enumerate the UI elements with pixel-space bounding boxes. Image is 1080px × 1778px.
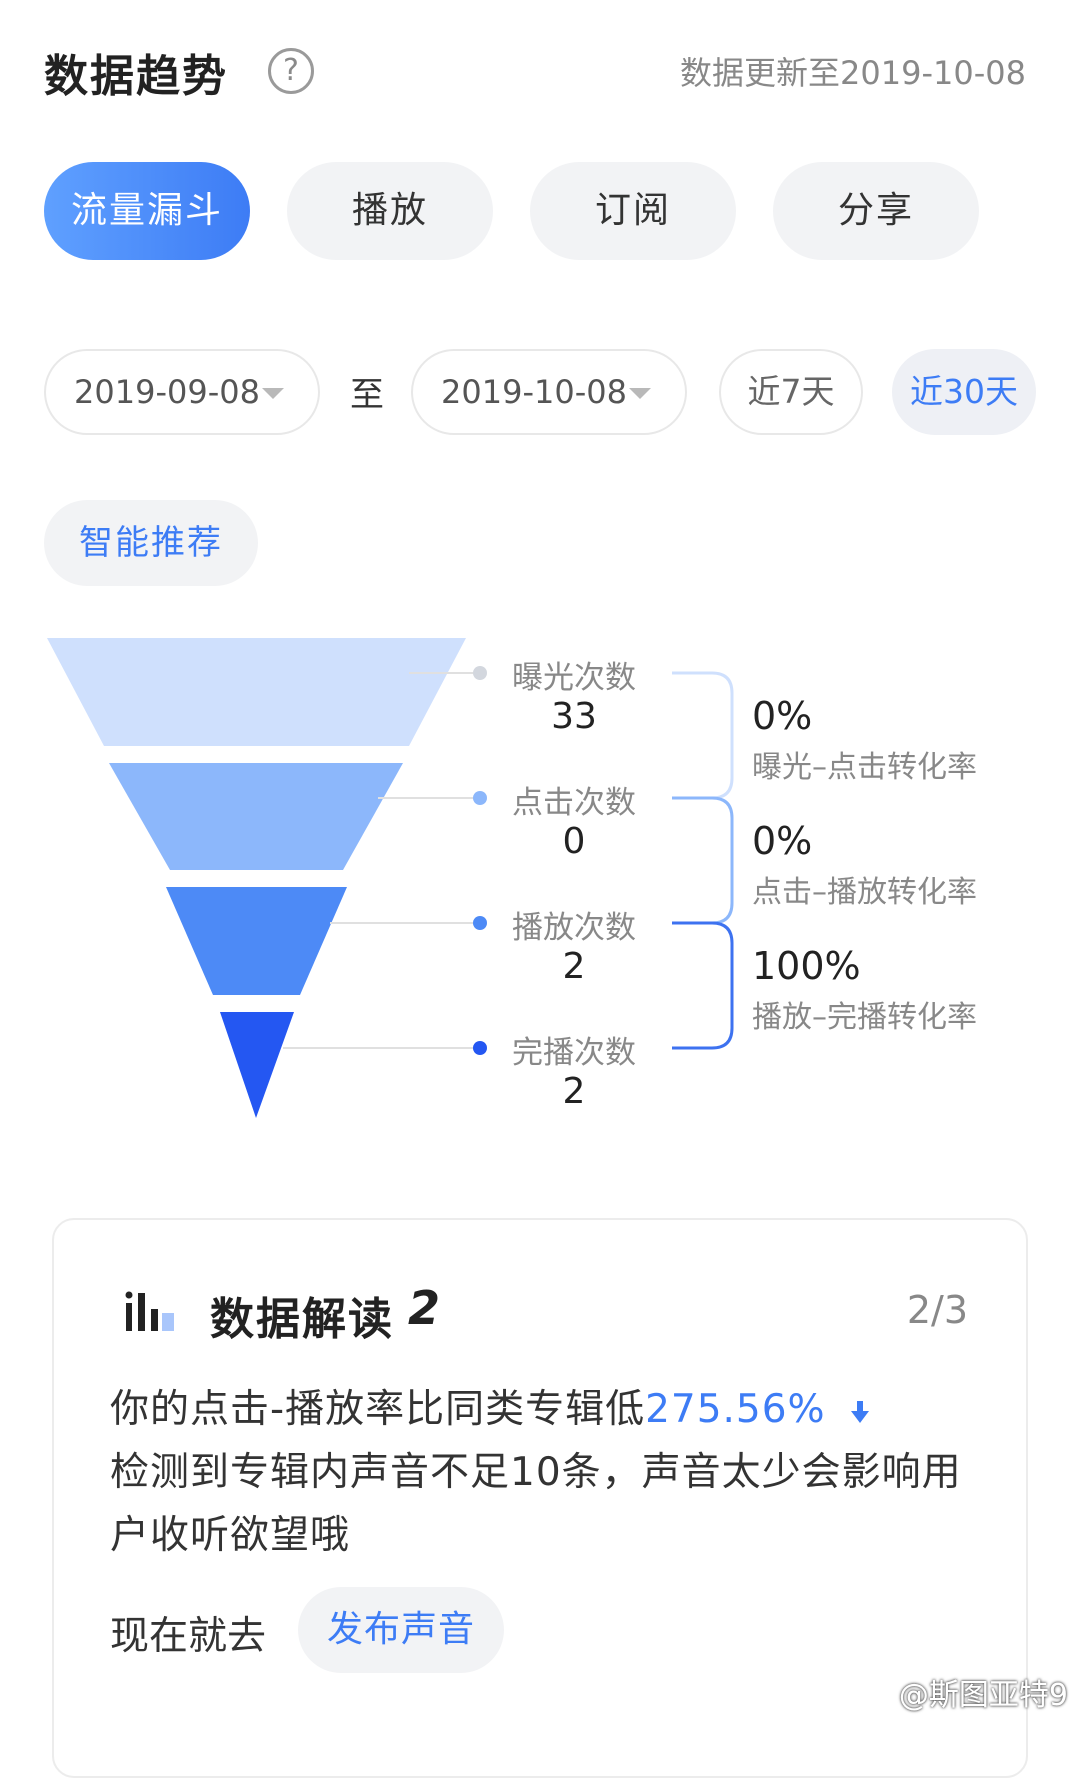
rate-bracket-3 — [672, 921, 734, 1050]
stage-value-play: 2 — [562, 946, 586, 987]
update-timestamp: 数据更新至2019-10-08 — [680, 54, 1026, 92]
rate-value-click-play: 0% — [752, 819, 813, 863]
bar-chart-icon — [125, 1291, 174, 1331]
chevron-down-icon — [262, 388, 284, 399]
last-7-days-button[interactable]: 近7天 — [719, 349, 863, 435]
stage-label-complete: 完播次数 — [512, 1035, 636, 1071]
help-icon[interactable]: ? — [268, 48, 314, 94]
insight-line-2: 检测到专辑内声音不足10条，声音太少会影响用 — [110, 1450, 962, 1495]
stage-label-click: 点击次数 — [512, 785, 636, 821]
insight-pager[interactable]: 2/3 — [906, 1288, 968, 1332]
stage-dot-complete — [473, 1041, 487, 1055]
rate-label-click-play: 点击–播放转化率 — [752, 875, 977, 910]
go-now-label: 现在就去 — [110, 1614, 267, 1659]
range-separator: 至 — [350, 375, 384, 415]
stage-label-play: 播放次数 — [512, 910, 636, 946]
rate-label-play-complete: 播放–完播转化率 — [752, 1000, 977, 1035]
insight-line-1: 你的点击-播放率比同类专辑低275.56% — [110, 1378, 871, 1434]
insight-line-3: 户收听欲望哦 — [110, 1513, 351, 1558]
funnel-stage-click — [109, 763, 403, 870]
publish-audio-button[interactable]: 发布声音 — [298, 1587, 504, 1673]
stage-dot-play — [473, 916, 487, 930]
stage-dot-exposure — [473, 666, 487, 680]
chevron-down-icon — [629, 388, 651, 399]
tab-subscribe[interactable]: 订阅 — [530, 162, 736, 260]
page-title: 数据趋势 — [44, 51, 228, 102]
watermark: @斯图亚特9 — [898, 1678, 1068, 1713]
tab-funnel[interactable]: 流量漏斗 — [44, 162, 250, 260]
stage-label-exposure: 曝光次数 — [512, 660, 636, 696]
tab-play[interactable]: 播放 — [287, 162, 493, 260]
stage-value-exposure: 33 — [551, 696, 597, 737]
funnel-stage-exposure — [47, 638, 466, 746]
end-date-value: 2019-10-08 — [441, 373, 627, 411]
down-arrow-icon — [851, 1400, 870, 1423]
stage-value-click: 0 — [562, 821, 586, 862]
insight-line-1-text: 你的点击-播放率比同类专辑低 — [110, 1387, 646, 1432]
stage-dot-click — [473, 791, 487, 805]
smart-recommend-button[interactable]: 智能推荐 — [44, 500, 258, 586]
insight-title: 数据解读 — [210, 1294, 394, 1345]
rate-bracket-1 — [672, 671, 734, 800]
start-date-select[interactable]: 2019-09-08 — [44, 349, 320, 435]
last-30-days-button[interactable]: 近30天 — [892, 349, 1036, 435]
funnel-stage-play — [166, 887, 347, 995]
stage-value-complete: 2 — [562, 1071, 586, 1112]
funnel-stage-complete — [220, 1012, 294, 1118]
insight-count: 2 — [408, 1281, 441, 1335]
tab-share[interactable]: 分享 — [773, 162, 979, 260]
funnel-chart — [47, 638, 734, 1118]
insight-highlight-value: 275.56% — [645, 1387, 826, 1432]
rate-value-play-complete: 100% — [752, 944, 861, 988]
end-date-select[interactable]: 2019-10-08 — [411, 349, 687, 435]
start-date-value: 2019-09-08 — [74, 373, 260, 411]
rate-value-exposure-click: 0% — [752, 694, 813, 738]
insight-card — [52, 1218, 1028, 1778]
rate-bracket-2 — [672, 796, 734, 925]
rate-label-exposure-click: 曝光–点击转化率 — [752, 750, 977, 785]
